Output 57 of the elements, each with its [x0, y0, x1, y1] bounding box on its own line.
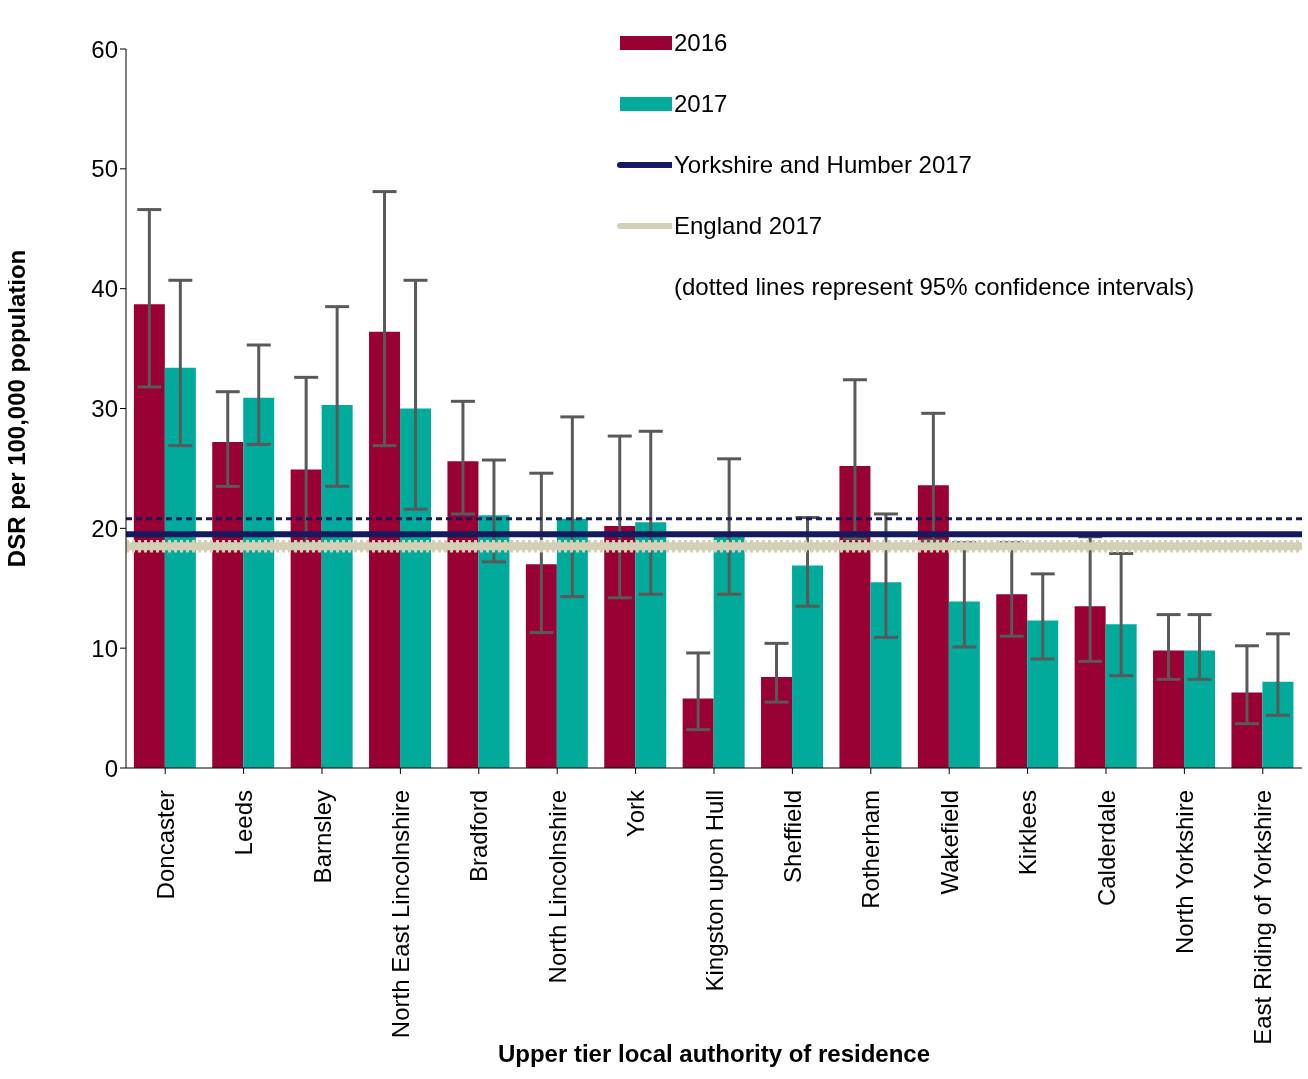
- bar: [1262, 681, 1294, 768]
- x-tick-label: Doncaster: [151, 790, 179, 900]
- bar: [635, 522, 667, 768]
- bar: [369, 331, 401, 768]
- y-tick-label: 30: [91, 395, 118, 423]
- legend-label: Yorkshire and Humber 2017: [674, 150, 972, 179]
- y-tick-label: 50: [91, 155, 118, 183]
- x-tick-label: Kirklees: [1014, 790, 1042, 876]
- x-axis-title: Upper tier local authority of residence: [497, 1040, 931, 1067]
- x-tick-label: Kingston upon Hull: [700, 790, 728, 992]
- bar: [839, 466, 871, 768]
- bar: [682, 698, 714, 768]
- bar: [604, 525, 636, 768]
- x-tick-label: North Yorkshire: [1170, 790, 1198, 955]
- bar: [447, 461, 479, 768]
- bar: [1184, 650, 1216, 768]
- y-tick-label: 60: [91, 35, 118, 63]
- x-tick-label: Bradford: [465, 790, 493, 883]
- y-tick-label: 0: [104, 754, 118, 782]
- bar: [243, 397, 275, 768]
- bar: [525, 564, 557, 768]
- bar: [1105, 624, 1137, 768]
- legend-label: 2017: [674, 89, 728, 118]
- x-tick-label: Barnsley: [308, 790, 336, 884]
- bar: [870, 582, 902, 768]
- bar: [792, 565, 824, 768]
- x-tick-label: Wakefield: [935, 790, 963, 895]
- bar: [1231, 692, 1263, 768]
- bar: [948, 601, 980, 768]
- x-tick-label: Calderdale: [1092, 790, 1120, 907]
- y-tick-label: 10: [91, 634, 118, 662]
- bar: [761, 676, 793, 768]
- x-tick-label: Rotherham: [857, 790, 885, 909]
- legend-label: 2016: [674, 28, 728, 57]
- bar: [1074, 606, 1106, 768]
- bar: [400, 408, 432, 768]
- y-axis-title: DSR per 100,000 population: [2, 249, 30, 568]
- bar: [321, 404, 353, 768]
- bar: [917, 485, 949, 768]
- x-tick-label: Leeds: [230, 790, 258, 856]
- x-tick-label: East Riding of Yorkshire: [1249, 790, 1277, 1045]
- bar: [996, 594, 1028, 768]
- bar: [133, 304, 165, 768]
- x-tick-label: North Lincolnshire: [543, 790, 571, 984]
- legend-label: England 2017: [674, 211, 823, 240]
- bar: [1027, 620, 1059, 768]
- bar: [713, 536, 745, 768]
- x-tick-label: Sheffield: [778, 790, 806, 883]
- y-tick-label: 40: [91, 275, 118, 303]
- bar: [478, 515, 510, 768]
- bar: [1153, 650, 1185, 768]
- bar: [164, 367, 196, 768]
- annotation: (dotted lines represent 95% confidence intervals): [673, 271, 1195, 302]
- y-tick-label: 20: [91, 514, 118, 542]
- x-tick-label: York: [622, 789, 650, 838]
- x-tick-label: North East Lincolnshire: [386, 790, 414, 1039]
- bar: [290, 469, 322, 768]
